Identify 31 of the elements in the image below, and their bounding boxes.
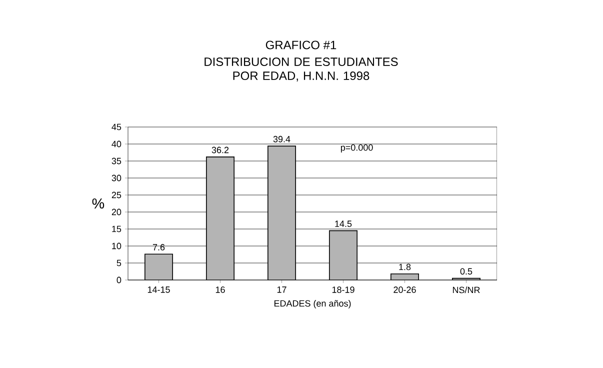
x-tick-label: 16 bbox=[216, 286, 225, 293]
y-tick-label: 45 bbox=[112, 124, 122, 130]
bar bbox=[329, 230, 358, 280]
x-tick-label: 14-15 bbox=[148, 286, 170, 293]
bar bbox=[144, 254, 173, 280]
y-tick-label: 10 bbox=[112, 242, 122, 250]
y-tick-label: 20 bbox=[112, 208, 122, 216]
y-tick-label: 35 bbox=[112, 158, 122, 164]
x-tick-label: 18-19 bbox=[332, 286, 354, 293]
data-label: 0.5 bbox=[460, 268, 472, 275]
y-tick-label: 0 bbox=[116, 276, 122, 284]
x-tick-label: 17 bbox=[277, 286, 286, 293]
y-tick-label: 40 bbox=[112, 140, 122, 148]
bar bbox=[206, 156, 234, 280]
y-tick-label: 5 bbox=[116, 260, 122, 266]
data-label: 39.4 bbox=[273, 136, 290, 142]
y-tick-label: 25 bbox=[112, 192, 122, 198]
chart-subtitle: DISTRIBUCION DE ESTUDIANTES POR EDAD, H.N.N. 1998 bbox=[204, 58, 398, 82]
x-axis-title: EDADES (en años) bbox=[274, 300, 351, 308]
data-label: 36.2 bbox=[212, 146, 229, 154]
data-label: 14.5 bbox=[335, 220, 352, 227]
chart-title: GRAFICO #1 bbox=[266, 40, 336, 50]
y-axis-title: % bbox=[92, 198, 104, 209]
data-label: 1.8 bbox=[399, 264, 411, 270]
x-tick-label: 20-26 bbox=[394, 286, 416, 293]
bar bbox=[268, 146, 296, 280]
y-tick-label: 30 bbox=[112, 174, 122, 182]
annotation: p=0.000 bbox=[340, 144, 373, 152]
y-tick-label: 15 bbox=[112, 226, 122, 232]
x-tick-label: NS/NR bbox=[452, 286, 480, 294]
data-label: 7.6 bbox=[152, 244, 165, 250]
